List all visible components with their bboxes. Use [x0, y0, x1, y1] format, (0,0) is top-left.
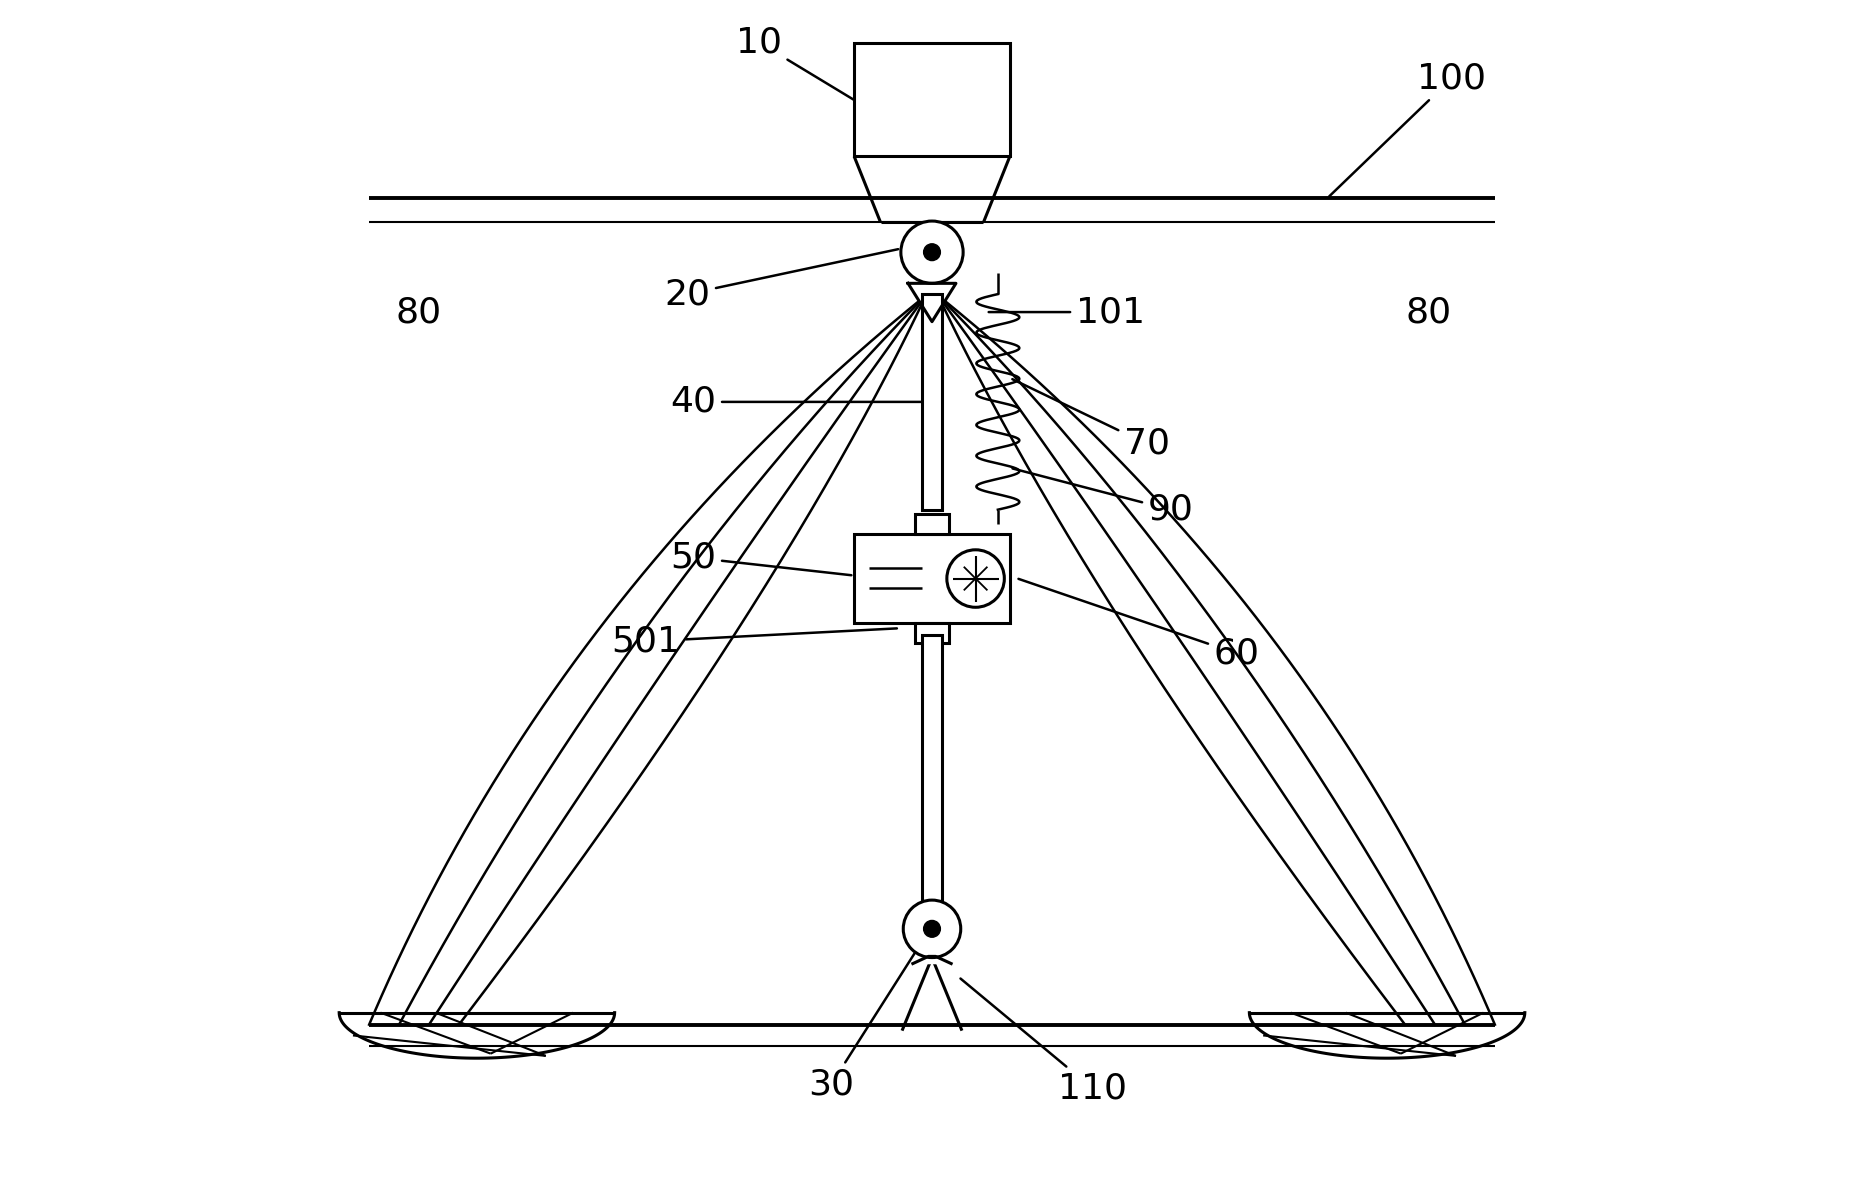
Bar — [915, 514, 949, 534]
Circle shape — [947, 550, 1005, 607]
Bar — [915, 623, 949, 643]
Circle shape — [900, 221, 964, 283]
Text: 80: 80 — [1405, 295, 1452, 329]
Circle shape — [925, 243, 939, 260]
Text: 10: 10 — [736, 25, 876, 113]
Polygon shape — [908, 283, 956, 321]
Text: 110: 110 — [960, 978, 1126, 1105]
Bar — [923, 635, 941, 905]
Text: 50: 50 — [671, 541, 852, 576]
Text: 70: 70 — [1012, 379, 1169, 460]
Circle shape — [904, 900, 960, 958]
Text: 40: 40 — [671, 385, 921, 418]
Text: 60: 60 — [1018, 579, 1260, 670]
Text: 80: 80 — [395, 295, 442, 329]
Polygon shape — [913, 956, 951, 964]
Bar — [923, 294, 941, 510]
Bar — [854, 534, 1010, 623]
Text: 90: 90 — [1012, 469, 1193, 526]
Text: 20: 20 — [664, 249, 898, 311]
Text: 30: 30 — [809, 940, 923, 1102]
Bar — [854, 43, 1010, 156]
Text: 100: 100 — [1329, 61, 1486, 197]
Text: 101: 101 — [988, 295, 1144, 329]
Circle shape — [925, 921, 939, 938]
Text: 501: 501 — [611, 625, 897, 658]
